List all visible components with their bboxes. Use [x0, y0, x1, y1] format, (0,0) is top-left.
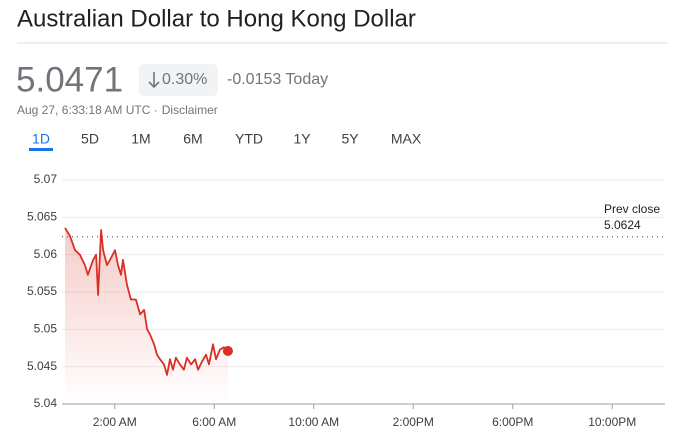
x-tick-label: 2:00 AM — [93, 415, 137, 429]
change-percent: 0.30% — [162, 71, 207, 88]
y-tick-label: 5.065 — [27, 210, 57, 224]
range-tab[interactable]: 1Y — [293, 131, 311, 147]
y-tick-label: 5.05 — [34, 322, 58, 336]
y-tick-label: 5.06 — [34, 247, 58, 261]
title: Australian Dollar to Hong Kong Dollar — [17, 5, 416, 32]
range-tab[interactable]: 6M — [183, 131, 202, 147]
range-tab[interactable]: YTD — [235, 131, 263, 147]
x-tick-label: 6:00PM — [492, 415, 533, 429]
change-badge — [139, 64, 218, 96]
active-tab-underline — [29, 148, 53, 151]
change-today: -0.0153 Today — [227, 71, 328, 88]
x-tick-label: 6:00 AM — [192, 415, 236, 429]
y-tick-label: 5.045 — [27, 359, 57, 373]
current-point — [222, 345, 233, 356]
disclaimer-link[interactable]: Disclaimer — [162, 103, 218, 117]
price-line — [64, 227, 229, 376]
timestamp: Aug 27, 6:33:18 AM UTC · — [17, 103, 158, 117]
range-tab[interactable]: 5D — [81, 131, 99, 147]
chart: 5.04 5.045 5.05 5.055 5.06 5.065 5.07 2:00 AM 6:… — [27, 172, 665, 429]
y-tick-label: 5.04 — [34, 396, 58, 410]
prev-close-value: 5.0624 — [604, 218, 641, 232]
range-tab[interactable]: 5Y — [341, 131, 359, 147]
range-tab[interactable]: MAX — [391, 131, 422, 147]
price: 5.0471 — [16, 60, 123, 99]
y-tick-label: 5.055 — [27, 284, 57, 298]
range-tab[interactable]: 1M — [131, 131, 150, 147]
x-tick-label: 2:00PM — [393, 415, 434, 429]
x-tick-label: 10:00 AM — [288, 415, 339, 429]
down-arrow-icon — [148, 72, 160, 89]
prev-close-label: Prev close — [604, 202, 660, 216]
y-tick-label: 5.07 — [34, 172, 58, 186]
range-tab[interactable]: 1D — [32, 131, 50, 147]
x-tick-label: 10:00PM — [588, 415, 636, 429]
